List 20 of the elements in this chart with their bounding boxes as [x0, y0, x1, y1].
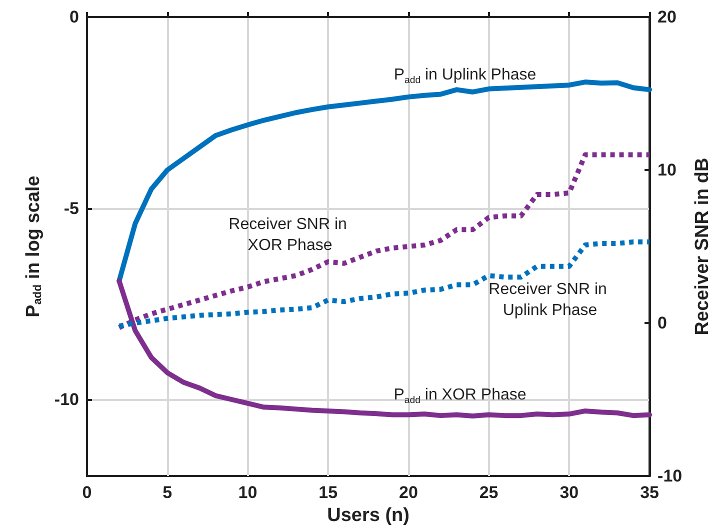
y2-tick-label: -10 — [658, 466, 682, 486]
x-tick-label: 15 — [318, 483, 338, 502]
y2-axis-title: Receiver SNR in dB — [692, 158, 713, 336]
y-tick-label: -10 — [54, 390, 79, 409]
series-label: Receiver SNR in Uplink Phase — [488, 281, 612, 319]
y2-tick-label: 0 — [658, 314, 667, 332]
x-tick-label: 35 — [640, 483, 659, 502]
x-tick-label: 20 — [398, 483, 418, 502]
x-tick-label: 10 — [238, 483, 258, 502]
x-tick-label: 0 — [82, 483, 92, 502]
x-axis-title: Users (n) — [327, 505, 410, 526]
y-axis-title: Padd in log scale — [22, 176, 44, 318]
x-tick-label: 25 — [479, 483, 498, 502]
x-tick-label: 5 — [162, 483, 172, 502]
y2-tick-label: 10 — [658, 160, 676, 180]
y2-tick-label: 20 — [658, 8, 676, 26]
series-label: Receiver SNR in XOR Phase — [228, 216, 352, 254]
y-tick-label: 0 — [70, 8, 79, 26]
x-tick-label: 30 — [560, 483, 579, 502]
y-tick-label: -5 — [64, 198, 79, 218]
